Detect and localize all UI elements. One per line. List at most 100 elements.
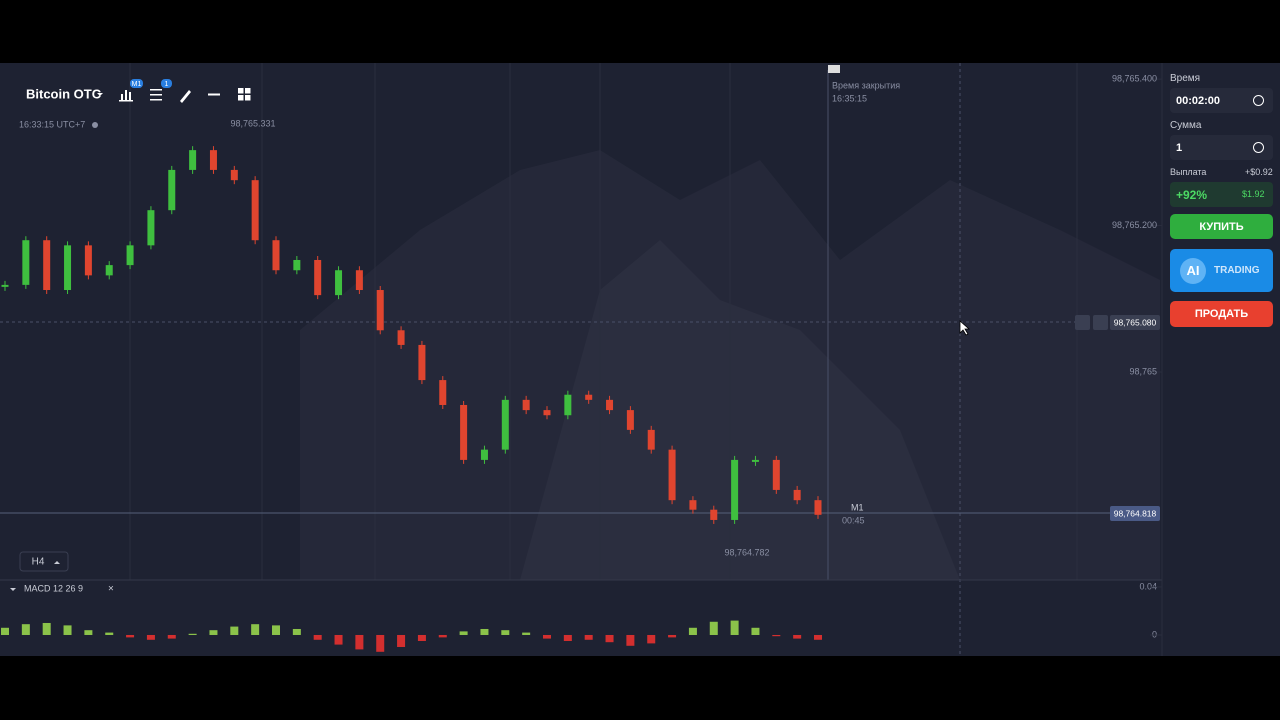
clock-icon (1253, 95, 1264, 106)
macd-bar (688, 627, 697, 635)
macd-bar (751, 627, 760, 635)
candle (272, 240, 280, 271)
candle (397, 330, 405, 345)
macd-bar (480, 628, 489, 635)
macd-bar (543, 634, 551, 639)
payout-label: Выплата (1170, 167, 1207, 177)
badge (130, 79, 143, 88)
candle (335, 270, 343, 296)
macd-bar (626, 634, 635, 646)
expiry-time: 16:35:15 (832, 93, 867, 103)
macd-bar (605, 634, 614, 643)
macd-bar (230, 626, 239, 635)
macd-bar (501, 630, 510, 635)
buy-button[interactable]: КУПИТЬ (1170, 214, 1273, 239)
candle (647, 429, 655, 450)
macd-bar (21, 624, 30, 635)
ai-button[interactable]: AI TRADING (1170, 249, 1273, 292)
macd-bar (772, 634, 781, 637)
expiry-flag (828, 65, 840, 73)
low-label: 98,764.782 (724, 547, 769, 557)
candle (501, 399, 509, 450)
clock: 16:33:15 UTC+7 (19, 119, 85, 129)
candle (1, 284, 9, 287)
candle (585, 394, 593, 400)
time-label: Время (1170, 73, 1201, 84)
y-tick-label: 98,765.400 (1112, 73, 1157, 83)
buy-text[interactable]: КУПИТЬ (1199, 220, 1244, 233)
macd-bar (709, 621, 718, 635)
macd-bar (146, 634, 155, 640)
candle (522, 399, 530, 411)
candle (793, 489, 801, 501)
cursor (959, 320, 971, 336)
countdown: 00:45 (842, 515, 865, 525)
payout-box (1170, 182, 1273, 207)
macd-bar (376, 634, 385, 652)
settings-icon[interactable] (92, 122, 98, 128)
candle (710, 509, 718, 520)
badge (161, 79, 172, 88)
macd-bar (167, 634, 176, 639)
macd-bar (188, 633, 197, 635)
high-label: 98,765.331 (230, 118, 275, 128)
candle (460, 404, 468, 460)
candle (22, 240, 30, 285)
macd-bar (397, 634, 406, 647)
candle (439, 380, 447, 405)
payout-profit: +$0.92 (1245, 167, 1273, 177)
payout-percent: +92% (1176, 188, 1208, 202)
timer-icon[interactable] (1075, 315, 1090, 330)
close-icon[interactable]: × (108, 584, 114, 595)
candle (626, 410, 634, 430)
macd-bar (126, 634, 135, 638)
badge-text: 1 (165, 81, 169, 88)
currency-icon (1253, 142, 1264, 153)
candle (418, 344, 426, 381)
macd-bar (209, 630, 218, 635)
macd-bar (522, 632, 531, 635)
macd-bar (105, 632, 114, 635)
amount-label: Сумма (1170, 120, 1202, 131)
candle (564, 394, 572, 416)
collapse-arrow[interactable] (10, 588, 16, 591)
candle (230, 169, 238, 181)
strike-tag (1110, 315, 1160, 330)
amount-value[interactable]: 1 (1176, 142, 1183, 154)
period: M1 (851, 502, 864, 512)
candle (355, 270, 363, 291)
alert-icon[interactable] (1093, 315, 1108, 330)
macd-bar (1, 627, 9, 635)
timeframe-button[interactable] (19, 551, 69, 572)
price-tag (1110, 506, 1160, 521)
ai-text[interactable]: TRADING (1214, 265, 1260, 276)
candle (689, 500, 697, 510)
macd-title: MACD 12 26 9 (24, 583, 83, 593)
macd-bar (313, 634, 322, 640)
macd-tick-label: 0 (1152, 629, 1157, 639)
macd-bar (292, 628, 301, 635)
toolbar-icons[interactable] (119, 88, 251, 103)
macd-bar (251, 624, 260, 635)
macd-bar (793, 634, 802, 639)
sell-text[interactable]: ПРОДАТЬ (1194, 308, 1249, 320)
candle (105, 265, 113, 276)
candle (147, 210, 155, 246)
sell-button[interactable]: ПРОДАТЬ (1170, 301, 1273, 327)
badge-text: M1 (132, 81, 142, 88)
timeframe[interactable]: H4 (32, 557, 45, 568)
payout-total: $1.92 (1242, 189, 1265, 199)
asset-name[interactable]: Bitcoin OTC (26, 86, 102, 101)
y-tick-label: 98,765 (1129, 366, 1157, 376)
candle (251, 180, 259, 241)
candle (772, 459, 780, 490)
candle (751, 459, 759, 462)
time-value[interactable]: 00:02:00 (1176, 95, 1221, 107)
macd-bar (417, 634, 426, 641)
y-tick-label: 98,765.200 (1112, 220, 1157, 230)
macd-bar (730, 620, 739, 635)
strike-price: 98,765.080 (1114, 317, 1157, 327)
macd-bar (814, 634, 822, 640)
candle (168, 169, 176, 211)
ai-badge[interactable]: AI (1180, 257, 1206, 284)
